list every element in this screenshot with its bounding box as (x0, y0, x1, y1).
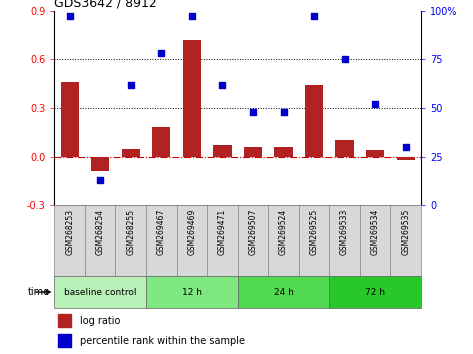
Text: GSM268255: GSM268255 (126, 209, 135, 255)
Text: GSM268253: GSM268253 (65, 209, 74, 255)
Bar (146, 205, 176, 276)
Bar (390, 205, 421, 276)
Bar (91, 156, 109, 171)
Bar (274, 147, 293, 156)
Text: GSM269525: GSM269525 (309, 209, 318, 255)
Bar (299, 205, 329, 276)
Bar (213, 145, 232, 156)
Text: GSM269469: GSM269469 (187, 209, 196, 255)
Point (96, 177, 104, 183)
Point (219, 82, 226, 87)
Text: GSM269471: GSM269471 (218, 209, 227, 255)
Point (371, 101, 379, 107)
Point (66, 13, 73, 19)
Bar (54, 276, 146, 308)
Bar (58, 314, 71, 327)
Bar (305, 85, 323, 156)
Bar (54, 205, 85, 276)
Point (158, 51, 165, 56)
Point (249, 109, 257, 115)
Bar (207, 205, 237, 276)
Bar (115, 205, 146, 276)
Bar (146, 276, 237, 308)
Text: 12 h: 12 h (182, 287, 202, 297)
Text: time: time (27, 287, 50, 297)
Bar (183, 40, 201, 156)
Bar (237, 205, 268, 276)
Bar (244, 147, 262, 156)
Point (341, 57, 349, 62)
Bar (237, 276, 329, 308)
Bar (152, 127, 170, 156)
Text: GSM269507: GSM269507 (248, 209, 257, 255)
Point (280, 109, 287, 115)
Bar (329, 276, 421, 308)
Bar (335, 141, 354, 156)
Point (310, 13, 318, 19)
Bar (366, 150, 384, 156)
Text: 72 h: 72 h (365, 287, 385, 297)
Point (188, 13, 196, 19)
Bar (122, 149, 140, 156)
Text: 24 h: 24 h (273, 287, 293, 297)
Bar (329, 205, 360, 276)
Text: GSM269533: GSM269533 (340, 209, 349, 255)
Text: percentile rank within the sample: percentile rank within the sample (80, 336, 245, 346)
Text: GSM269534: GSM269534 (371, 209, 380, 255)
Bar (268, 205, 299, 276)
Bar (360, 205, 390, 276)
Bar (176, 205, 207, 276)
Text: GSM269467: GSM269467 (157, 209, 166, 255)
Text: GSM268254: GSM268254 (96, 209, 105, 255)
Text: GSM269524: GSM269524 (279, 209, 288, 255)
Text: GSM269535: GSM269535 (401, 209, 410, 255)
Bar (58, 334, 71, 347)
Bar (85, 205, 115, 276)
Bar (396, 156, 415, 160)
Bar (61, 82, 79, 156)
Point (402, 144, 410, 150)
Text: baseline control: baseline control (64, 287, 137, 297)
Point (127, 82, 134, 87)
Text: log ratio: log ratio (80, 316, 121, 326)
Text: GDS3642 / 8912: GDS3642 / 8912 (54, 0, 157, 10)
